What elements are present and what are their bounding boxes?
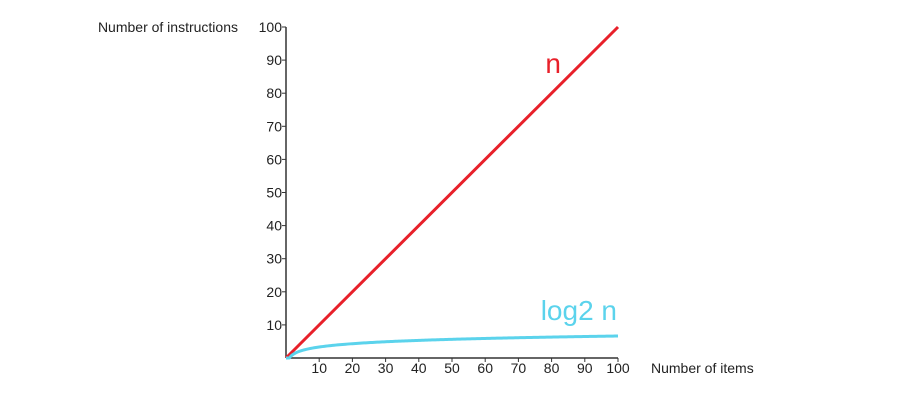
y-tick-label: 90 bbox=[266, 52, 282, 68]
series-labels: n log2 n bbox=[541, 48, 617, 326]
series-label-n: n bbox=[545, 48, 561, 79]
y-tick-label: 100 bbox=[259, 19, 283, 35]
series-label-log2-n: log2 n bbox=[541, 295, 617, 326]
x-tick-label: 60 bbox=[477, 360, 493, 376]
y-tick-label: 70 bbox=[266, 118, 282, 134]
series-line-n bbox=[284, 25, 620, 360]
y-tick-label: 40 bbox=[266, 218, 282, 234]
y-tick-label: 60 bbox=[266, 151, 282, 167]
x-tick-label: 20 bbox=[345, 360, 361, 376]
x-tick-label: 80 bbox=[544, 360, 560, 376]
y-tick-label: 20 bbox=[266, 284, 282, 300]
x-tick-label: 30 bbox=[378, 360, 394, 376]
x-tick-label: 100 bbox=[606, 360, 630, 376]
ticks: 10 20 30 40 50 60 70 80 90 100 10 20 30 40 50 60 70 80 90 1… bbox=[259, 19, 630, 376]
y-axis-title: Number of instructions bbox=[98, 19, 238, 35]
y-tick-label: 50 bbox=[266, 185, 282, 201]
x-tick-label: 50 bbox=[444, 360, 460, 376]
x-tick-label: 40 bbox=[411, 360, 427, 376]
x-axis-title: Number of items bbox=[651, 360, 754, 376]
series-line-log2-n bbox=[286, 334, 619, 360]
y-tick-label: 30 bbox=[266, 251, 282, 267]
series bbox=[284, 25, 620, 360]
x-tick-label: 90 bbox=[577, 360, 593, 376]
y-tick-label: 80 bbox=[266, 85, 282, 101]
x-tick-label: 70 bbox=[511, 360, 527, 376]
y-tick-label: 10 bbox=[266, 317, 282, 333]
x-tick-label: 10 bbox=[311, 360, 327, 376]
